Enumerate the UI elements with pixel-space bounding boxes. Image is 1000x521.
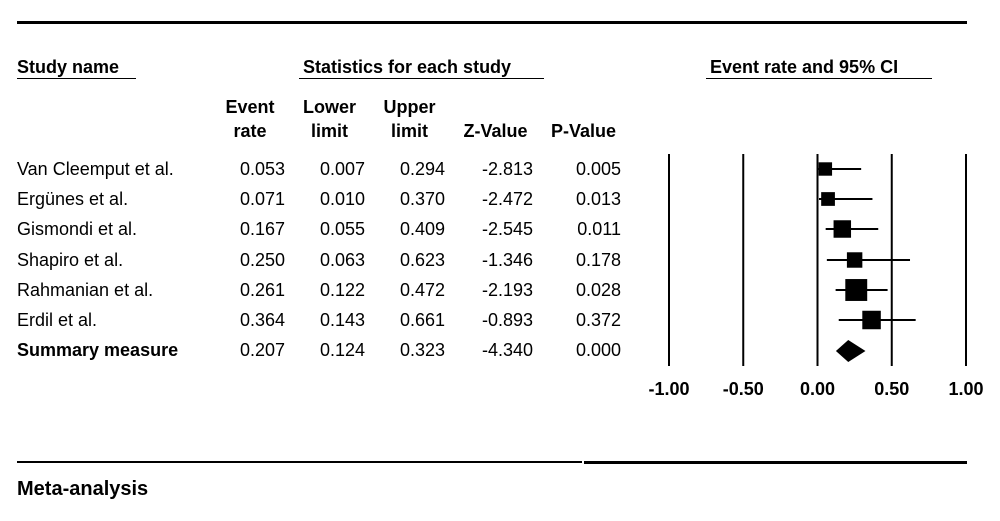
x-tick-label: -1.00 bbox=[648, 379, 689, 399]
event-rate: 0.250 bbox=[239, 250, 285, 270]
x-tick-label: 1.00 bbox=[948, 379, 983, 399]
col-z-value: Z-Value bbox=[453, 95, 538, 143]
z-value: -4.340 bbox=[481, 340, 533, 360]
study-name: Van Cleemput et al. bbox=[17, 159, 174, 179]
col-upper-limit: Upper limit bbox=[372, 95, 447, 143]
study-name: Shapiro et al. bbox=[17, 250, 124, 270]
point-estimate-box bbox=[846, 252, 863, 268]
z-value: -0.893 bbox=[481, 310, 533, 330]
z-value: -2.472 bbox=[481, 189, 533, 209]
upper-limit: 0.323 bbox=[399, 340, 445, 360]
col-upper-limit-line1: Upper bbox=[383, 97, 436, 117]
x-tick-label: -0.50 bbox=[723, 379, 764, 399]
summary-label: Summary measure bbox=[17, 340, 179, 360]
bottom-rule-left bbox=[17, 461, 582, 463]
plot-header: Event rate and 95% CI bbox=[710, 57, 899, 77]
bottom-rule-right bbox=[584, 461, 967, 464]
footer-title: Meta-analysis bbox=[17, 478, 149, 500]
x-tick-label: 0.00 bbox=[800, 379, 835, 399]
point-estimate-box bbox=[818, 162, 833, 176]
study-name: Gismondi et al. bbox=[17, 219, 138, 239]
p-value: 0.013 bbox=[575, 189, 621, 209]
lower-limit: 0.143 bbox=[319, 310, 365, 330]
lower-limit: 0.063 bbox=[319, 250, 365, 270]
study-name: Rahmanian et al. bbox=[17, 280, 154, 300]
lower-limit: 0.010 bbox=[319, 189, 365, 209]
point-estimate-box bbox=[862, 310, 881, 330]
lower-limit: 0.055 bbox=[319, 219, 365, 239]
p-value: 0.011 bbox=[577, 219, 621, 239]
event-rate: 0.071 bbox=[239, 189, 285, 209]
study-name: Ergünes et al. bbox=[17, 189, 129, 209]
upper-limit: 0.661 bbox=[399, 310, 445, 330]
col-event-rate-line2: rate bbox=[233, 121, 267, 141]
event-rate: 0.207 bbox=[239, 340, 285, 360]
statistics-underline bbox=[299, 78, 544, 79]
event-rate: 0.167 bbox=[239, 219, 285, 239]
point-estimate-box bbox=[845, 279, 868, 301]
upper-limit: 0.370 bbox=[399, 189, 445, 209]
study-name-header: Study name bbox=[17, 57, 120, 77]
upper-limit: 0.294 bbox=[399, 159, 445, 179]
event-rate: 0.364 bbox=[239, 310, 285, 330]
upper-limit: 0.409 bbox=[399, 219, 445, 239]
upper-limit: 0.472 bbox=[399, 280, 445, 300]
z-value: -2.545 bbox=[481, 219, 533, 239]
x-tick-label: 0.50 bbox=[874, 379, 909, 399]
lower-limit: 0.124 bbox=[319, 340, 365, 360]
event-rate: 0.261 bbox=[239, 280, 285, 300]
p-value: 0.000 bbox=[575, 340, 621, 360]
plot-underline bbox=[706, 78, 932, 79]
z-value: -2.193 bbox=[481, 280, 533, 300]
col-upper-limit-line2: limit bbox=[390, 121, 428, 141]
col-event-rate-line1: Event bbox=[225, 97, 275, 117]
z-value: -1.346 bbox=[481, 250, 533, 270]
p-value: 0.005 bbox=[575, 159, 621, 179]
summary-diamond bbox=[835, 340, 866, 362]
col-p-value: P-Value bbox=[541, 95, 626, 143]
p-value: 0.028 bbox=[575, 280, 621, 300]
upper-limit: 0.623 bbox=[399, 250, 445, 270]
col-lower-limit-line2: limit bbox=[310, 121, 348, 141]
col-lower-limit: Lower limit bbox=[292, 95, 367, 143]
point-estimate-box bbox=[821, 192, 835, 206]
study-name: Erdil et al. bbox=[17, 310, 98, 330]
col-lower-limit-line1: Lower bbox=[302, 97, 356, 117]
p-value: 0.178 bbox=[575, 250, 621, 270]
z-value: -2.813 bbox=[481, 159, 533, 179]
col-event-rate: Event rate bbox=[215, 95, 285, 143]
col-z-value-line2: Z-Value bbox=[463, 121, 528, 141]
point-estimate-box bbox=[833, 220, 852, 238]
col-p-value-line2: P-Value bbox=[550, 121, 617, 141]
lower-limit: 0.007 bbox=[319, 159, 365, 179]
top-rule bbox=[17, 21, 967, 24]
p-value: 0.372 bbox=[575, 310, 621, 330]
statistics-header: Statistics for each study bbox=[303, 57, 512, 77]
lower-limit: 0.122 bbox=[319, 280, 365, 300]
study-name-underline bbox=[17, 78, 136, 79]
event-rate: 0.053 bbox=[239, 159, 285, 179]
